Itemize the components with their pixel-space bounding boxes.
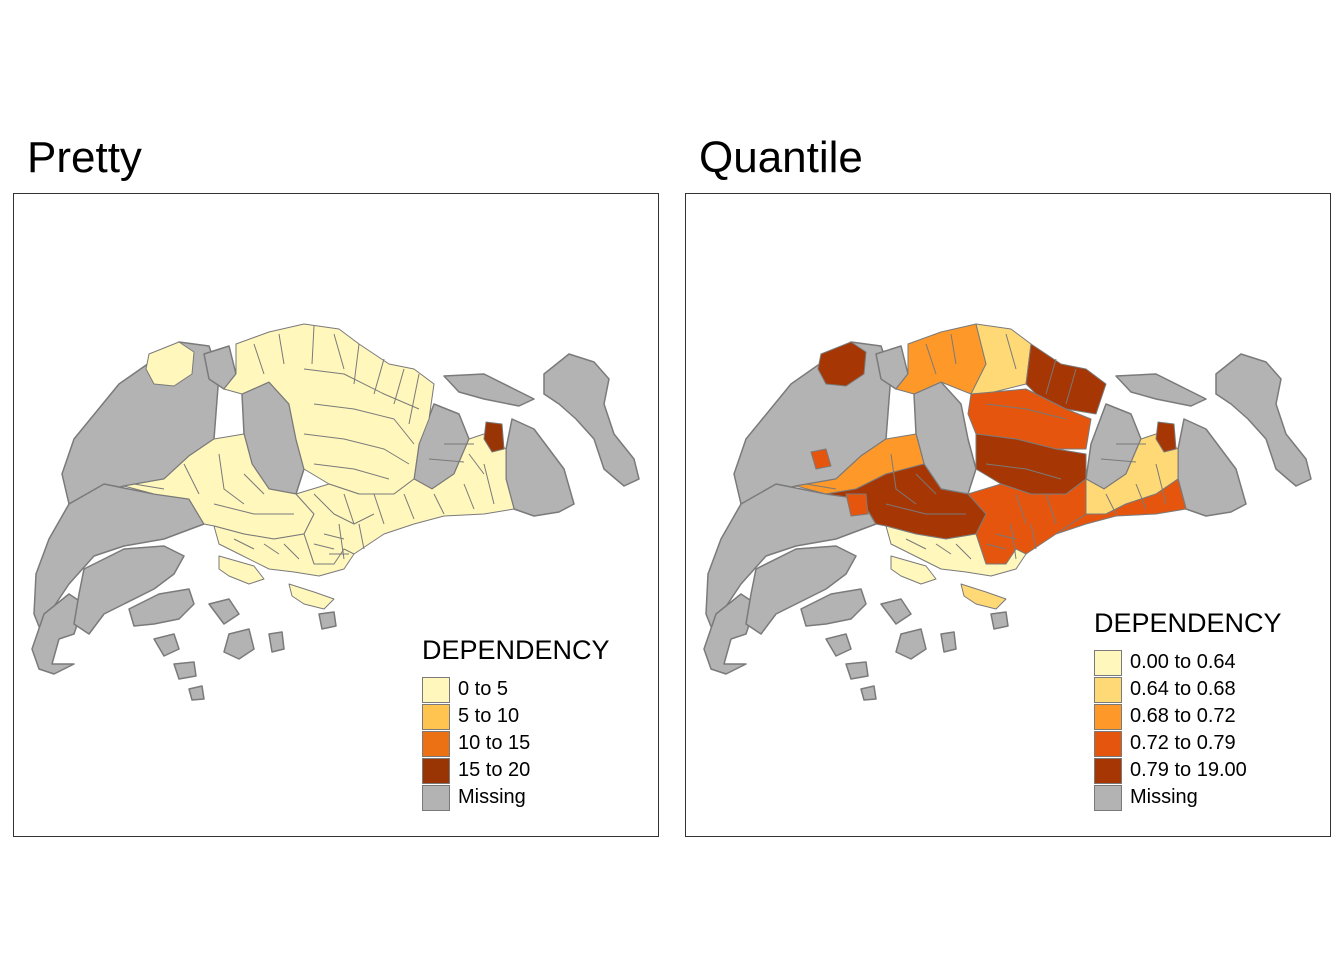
south-island-3 (895, 628, 927, 660)
quantile-map-title: Quantile (699, 133, 863, 182)
pasir-ris-hotspot (483, 421, 505, 453)
legend-label: 5 to 10 (458, 705, 520, 727)
south-zone (213, 525, 355, 577)
quantile-legend: DEPENDENCY 0.00 to 0.64 0.64 to 0.68 0.6… (1094, 607, 1282, 811)
south-island-5 (845, 661, 869, 680)
legend-item: 0.00 to 0.64 (1094, 649, 1282, 676)
south-island-3 (223, 628, 255, 660)
lim-chu-kang-zone (145, 341, 195, 387)
pretty-legend: DEPENDENCY 0 to 5 5 to 10 10 to 15 15 to… (422, 634, 610, 811)
south-island-2 (208, 598, 240, 625)
west-island-2 (128, 588, 195, 627)
legend-swatch (1094, 730, 1122, 757)
legend-item: Missing (1094, 784, 1282, 811)
legend-label: 0.00 to 0.64 (1130, 651, 1236, 673)
west-patch-2 (845, 493, 869, 517)
south-island-7 (990, 611, 1009, 630)
jurong-island (73, 545, 185, 635)
legend-swatch (422, 784, 450, 811)
legend-swatch (1094, 757, 1122, 784)
legend-label: Missing (458, 786, 526, 808)
legend-swatch (422, 757, 450, 784)
sentosa-zone (960, 583, 1007, 610)
legend-item: 10 to 15 (422, 730, 610, 757)
legend-swatch (422, 730, 450, 757)
east-zone (1055, 478, 1187, 535)
legend-label: 0 to 5 (458, 678, 509, 700)
legend-item: 0 to 5 (422, 676, 610, 703)
legend-label: 15 to 20 (458, 759, 531, 781)
pretty-map-title: Pretty (27, 133, 142, 182)
pretty-planning-subzones (123, 323, 515, 610)
north-zone-a (895, 323, 987, 395)
north-zone-b (970, 323, 1032, 395)
west-island-2 (800, 588, 867, 627)
north-zone-c (1025, 343, 1107, 415)
quantile-legend-title: DEPENDENCY (1094, 608, 1282, 638)
legend-label: 0.72 to 0.79 (1130, 732, 1236, 754)
south-island-4 (268, 631, 285, 653)
tekong-island (1215, 353, 1312, 487)
changi-region (1177, 418, 1247, 517)
quantile-singapore-map (703, 323, 1312, 701)
south-island-7 (318, 611, 337, 630)
west-patch-1 (810, 448, 832, 470)
legend-swatch (1094, 784, 1122, 811)
south-island-1 (825, 633, 852, 657)
pretty-legend-title: DEPENDENCY (422, 635, 610, 665)
lim-chu-kang-zone (817, 341, 867, 387)
legend-item: 0.79 to 19.00 (1094, 757, 1282, 784)
legend-item: 0.68 to 0.72 (1094, 703, 1282, 730)
sentosa-zone (288, 583, 335, 610)
legend-item: 0.72 to 0.79 (1094, 730, 1282, 757)
quantile-planning-subzones (795, 323, 1187, 610)
legend-swatch (1094, 649, 1122, 676)
south-island-1 (153, 633, 180, 657)
south-island-2 (880, 598, 912, 625)
jurong-island (745, 545, 857, 635)
quantile-missing-regions (703, 341, 1312, 701)
ubin-island (443, 373, 535, 407)
harbourfront-zone (890, 555, 937, 585)
tekong-island (543, 353, 640, 487)
north-zone-d (967, 388, 1092, 450)
quantile-map-frame: DEPENDENCY 0.00 to 0.64 0.64 to 0.68 0.6… (685, 193, 1331, 837)
legend-swatch (1094, 676, 1122, 703)
pasir-ris-zone (1155, 421, 1177, 453)
south-island-4 (940, 631, 957, 653)
south-island-6 (860, 685, 877, 701)
legend-label: 0.64 to 0.68 (1130, 678, 1236, 700)
changi-region (505, 418, 575, 517)
legend-item: 0.64 to 0.68 (1094, 676, 1282, 703)
south-island-6 (188, 685, 205, 701)
south-zone (885, 525, 1027, 577)
legend-swatch (422, 676, 450, 703)
legend-label: 0.79 to 19.00 (1130, 759, 1247, 781)
south-island-5 (173, 661, 197, 680)
pretty-missing-regions (31, 341, 640, 701)
legend-swatch (1094, 703, 1122, 730)
pretty-map-frame: DEPENDENCY 0 to 5 5 to 10 10 to 15 15 to… (13, 193, 659, 837)
legend-item: Missing (422, 784, 610, 811)
legend-swatch (422, 703, 450, 730)
legend-item: 5 to 10 (422, 703, 610, 730)
legend-item: 15 to 20 (422, 757, 610, 784)
pretty-singapore-map (31, 323, 640, 701)
harbourfront-zone (218, 555, 265, 585)
legend-label: 10 to 15 (458, 732, 531, 754)
legend-label: Missing (1130, 786, 1198, 808)
legend-label: 0.68 to 0.72 (1130, 705, 1236, 727)
ubin-island (1115, 373, 1207, 407)
